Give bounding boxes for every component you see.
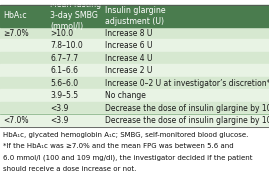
Text: Mean fasting
3-day SMBG
(mmol/l): Mean fasting 3-day SMBG (mmol/l) (50, 0, 101, 31)
Text: >10.0: >10.0 (50, 28, 73, 38)
Text: should receive a dose increase or not.: should receive a dose increase or not. (3, 166, 136, 172)
Text: Increase 2 U: Increase 2 U (105, 66, 153, 75)
Text: HbA₁c, glycated hemoglobin A₁c; SMBG, self-monitored blood glucose.: HbA₁c, glycated hemoglobin A₁c; SMBG, se… (3, 132, 248, 138)
Bar (0, 39, 269, 52)
Bar (0, 27, 269, 39)
Text: HbA₁c: HbA₁c (3, 11, 27, 20)
Text: Increase 0–2 U at investigator’s discretion*: Increase 0–2 U at investigator’s discret… (105, 79, 269, 88)
Text: <3.9: <3.9 (50, 116, 69, 125)
Bar (0, 102, 269, 114)
Text: <7.0%: <7.0% (3, 116, 29, 125)
Text: No change: No change (105, 91, 146, 100)
Text: 7.8–10.0: 7.8–10.0 (50, 41, 83, 50)
Text: 6.7–7.7: 6.7–7.7 (50, 53, 79, 63)
Bar (0, 114, 269, 127)
Text: Decrease the dose of insulin glargine by 10%: Decrease the dose of insulin glargine by… (105, 104, 269, 113)
Text: ≥7.0%: ≥7.0% (3, 28, 29, 38)
Text: Decrease the dose of insulin glargine by 10%: Decrease the dose of insulin glargine by… (105, 116, 269, 125)
Bar (0, 52, 269, 64)
Text: 6.1–6.6: 6.1–6.6 (50, 66, 78, 75)
Text: Increase 6 U: Increase 6 U (105, 41, 153, 50)
Text: Increase 8 U: Increase 8 U (105, 28, 153, 38)
Text: <3.9: <3.9 (50, 104, 69, 113)
Text: Increase 4 U: Increase 4 U (105, 53, 153, 63)
Text: 5.6–6.0: 5.6–6.0 (50, 79, 79, 88)
Text: 6.0 mmol/l (100 and 109 mg/dl), the investigator decided if the patient: 6.0 mmol/l (100 and 109 mg/dl), the inve… (3, 155, 252, 161)
Bar (0, 77, 269, 89)
Text: Insulin glargine
adjustment (U): Insulin glargine adjustment (U) (105, 6, 166, 26)
Bar (0, 64, 269, 77)
Text: *If the HbA₁c was ≥7.0% and the mean FPG was between 5.6 and: *If the HbA₁c was ≥7.0% and the mean FPG… (3, 143, 233, 149)
Bar (0, 89, 269, 102)
Text: 3.9–5.5: 3.9–5.5 (50, 91, 79, 100)
Bar (0, 5, 269, 27)
